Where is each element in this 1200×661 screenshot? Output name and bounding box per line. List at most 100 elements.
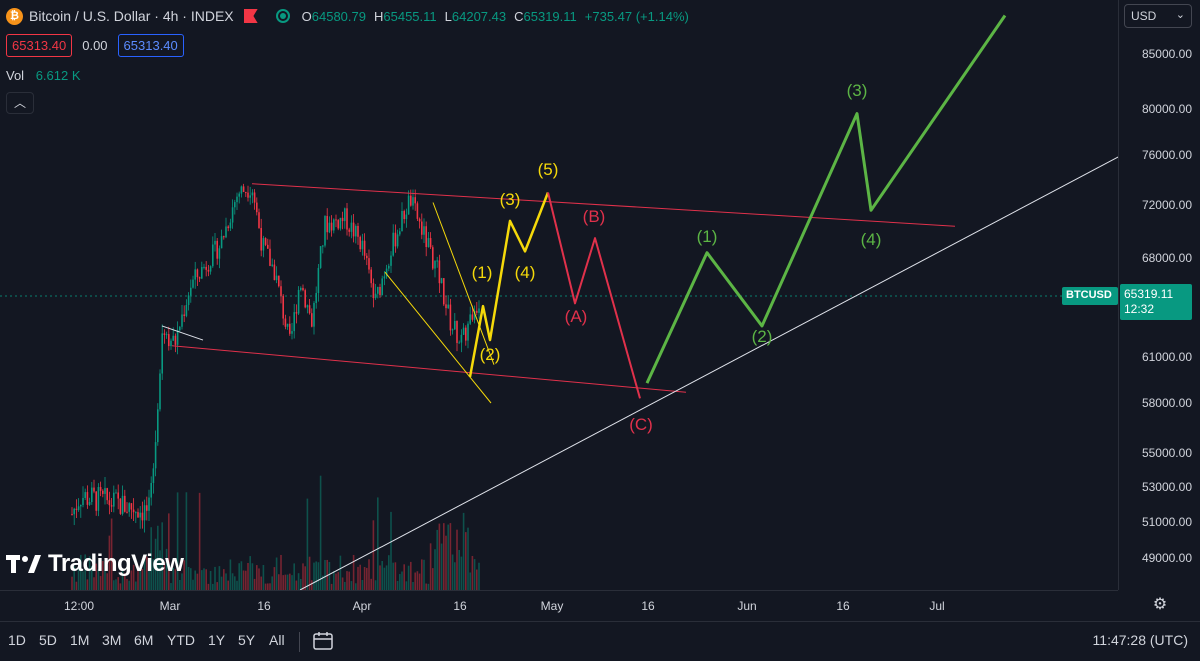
volume-bar bbox=[476, 569, 478, 590]
candle-body bbox=[427, 238, 430, 248]
volume-bar bbox=[385, 565, 388, 590]
candle-body bbox=[456, 320, 458, 343]
toolbar-divider bbox=[299, 632, 300, 652]
candle-body bbox=[86, 492, 89, 505]
candle-body bbox=[333, 219, 335, 231]
candle-body bbox=[280, 286, 282, 296]
range-button-all[interactable]: All bbox=[269, 632, 285, 648]
candle-body bbox=[319, 246, 322, 268]
candle-body bbox=[183, 314, 185, 316]
flag-icon[interactable] bbox=[243, 9, 258, 23]
candle-body bbox=[115, 492, 117, 494]
range-button-1d[interactable]: 1D bbox=[8, 632, 26, 648]
candle-body bbox=[471, 314, 474, 320]
candle-body bbox=[313, 302, 315, 327]
candle-body bbox=[88, 502, 91, 505]
volume-bar bbox=[363, 567, 366, 590]
candle-body bbox=[179, 326, 181, 331]
candle-body bbox=[121, 495, 124, 514]
candle-body bbox=[172, 335, 174, 341]
volume-bar bbox=[185, 492, 188, 590]
candle-body bbox=[203, 266, 205, 268]
volume-bar bbox=[229, 559, 232, 590]
buy-price-button[interactable]: 65313.40 bbox=[117, 34, 184, 57]
green-wave-path bbox=[645, 14, 1007, 384]
sell-price-button[interactable]: 65313.40 bbox=[6, 34, 73, 57]
candle-body bbox=[418, 218, 421, 222]
candle-body bbox=[344, 208, 346, 222]
candle-body bbox=[330, 222, 333, 231]
time-tick-label: 16 bbox=[641, 599, 655, 613]
candle-body bbox=[392, 232, 394, 256]
range-button-5d[interactable]: 5D bbox=[39, 632, 57, 648]
candle-body bbox=[137, 512, 139, 518]
volume-bar bbox=[392, 562, 394, 590]
range-button-ytd[interactable]: YTD bbox=[167, 632, 195, 648]
range-button-1m[interactable]: 1M bbox=[70, 632, 90, 648]
candle-body bbox=[161, 333, 163, 374]
volume-bar bbox=[242, 570, 245, 590]
volume-bar bbox=[227, 580, 229, 590]
utc-clock[interactable]: 11:47:28 (UTC) bbox=[1092, 632, 1188, 648]
candle-body bbox=[284, 318, 287, 327]
volume-bar bbox=[165, 548, 168, 590]
candle-body bbox=[271, 264, 273, 266]
volume-bar bbox=[71, 576, 73, 590]
candle-body bbox=[104, 488, 106, 494]
market-status-icon[interactable] bbox=[275, 9, 290, 23]
chart-pane[interactable]: (1) (2) (3) (4) (5) (A) (B) (C) (1) (2) (3) (4) ₿ B… bbox=[0, 0, 1118, 590]
candle-body bbox=[75, 508, 78, 510]
volume-bar bbox=[282, 575, 284, 590]
gear-icon[interactable]: ⚙ bbox=[1152, 596, 1168, 613]
candle-body bbox=[385, 268, 388, 277]
volume-bar bbox=[220, 576, 223, 590]
candle-body bbox=[152, 468, 155, 483]
candle-body bbox=[425, 226, 427, 248]
candle-body bbox=[458, 342, 460, 344]
yellow-wave-label-5: (5) bbox=[538, 160, 559, 179]
price-chart[interactable]: (1) (2) (3) (4) (5) (A) (B) (C) (1) (2) (3) (4) bbox=[0, 0, 1118, 590]
candle-body bbox=[187, 295, 190, 305]
time-tick-label: 16 bbox=[257, 599, 271, 613]
candle-body bbox=[403, 210, 405, 220]
chevron-up-icon[interactable]: ︿ bbox=[6, 92, 34, 114]
range-button-5y[interactable]: 5Y bbox=[238, 632, 256, 648]
support-trend-line bbox=[299, 156, 1118, 590]
volume-bar bbox=[187, 566, 190, 590]
candle-body bbox=[220, 236, 223, 249]
candle-body bbox=[363, 240, 366, 256]
candle-body bbox=[236, 196, 238, 203]
candle-body bbox=[390, 255, 392, 266]
volume-bar bbox=[218, 566, 221, 590]
volume-bar bbox=[253, 578, 256, 590]
candle-body bbox=[99, 487, 102, 491]
candle-body bbox=[227, 226, 229, 229]
candle-body bbox=[346, 208, 348, 230]
candle-body bbox=[80, 504, 82, 507]
volume-bar bbox=[427, 583, 430, 590]
currency-select[interactable]: USD ⌄ bbox=[1124, 4, 1192, 28]
candle-body bbox=[231, 207, 234, 223]
volume-bar bbox=[99, 576, 102, 590]
time-axis[interactable]: 12:00 Mar 16 Apr 16 May 16 Jun 16 Jul bbox=[0, 590, 1118, 620]
volume-bar bbox=[429, 543, 432, 590]
volume-bar bbox=[370, 578, 372, 590]
candle-body bbox=[454, 320, 456, 330]
volume-bar bbox=[328, 562, 331, 590]
symbol-title[interactable]: Bitcoin / U.S. Dollar · 4h · INDEX bbox=[29, 8, 234, 24]
range-button-6m[interactable]: 6M bbox=[134, 632, 154, 648]
candle-body bbox=[117, 492, 119, 499]
candle-body bbox=[282, 295, 284, 319]
candle-body bbox=[304, 290, 306, 308]
range-button-3m[interactable]: 3M bbox=[102, 632, 122, 648]
volume-bar bbox=[172, 567, 174, 590]
candle-body bbox=[350, 222, 353, 232]
volume-label[interactable]: Vol bbox=[6, 68, 25, 83]
candle-body bbox=[82, 497, 84, 505]
candle-body bbox=[335, 219, 337, 221]
range-button-1y[interactable]: 1Y bbox=[208, 632, 226, 648]
candle-body bbox=[196, 269, 199, 278]
volume-bar bbox=[95, 563, 97, 590]
date-range-icon[interactable] bbox=[313, 631, 335, 651]
close-label: C bbox=[514, 8, 524, 24]
